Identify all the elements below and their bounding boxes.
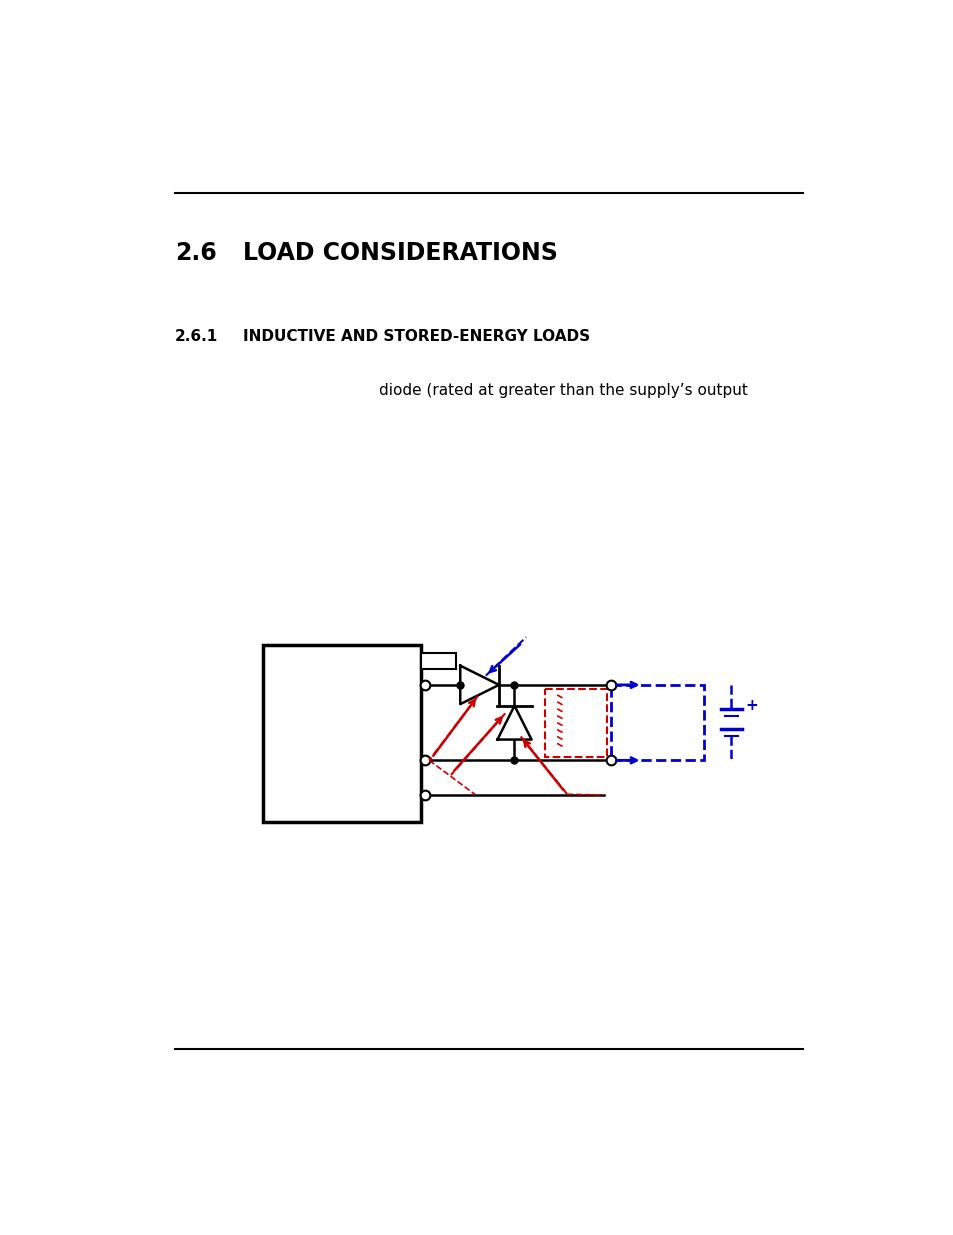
- Text: 2.6.1: 2.6.1: [174, 330, 218, 345]
- Bar: [262, 645, 421, 823]
- Text: +: +: [744, 698, 758, 713]
- Text: LOAD CONSIDERATIONS: LOAD CONSIDERATIONS: [243, 241, 558, 264]
- Bar: [611, 685, 703, 761]
- Bar: [421, 652, 456, 669]
- Text: diode (rated at greater than the supply’s output: diode (rated at greater than the supply’…: [378, 383, 747, 398]
- Text: INDUCTIVE AND STORED-ENERGY LOADS: INDUCTIVE AND STORED-ENERGY LOADS: [243, 330, 590, 345]
- Text: 2.6: 2.6: [174, 241, 216, 264]
- Bar: [545, 689, 607, 757]
